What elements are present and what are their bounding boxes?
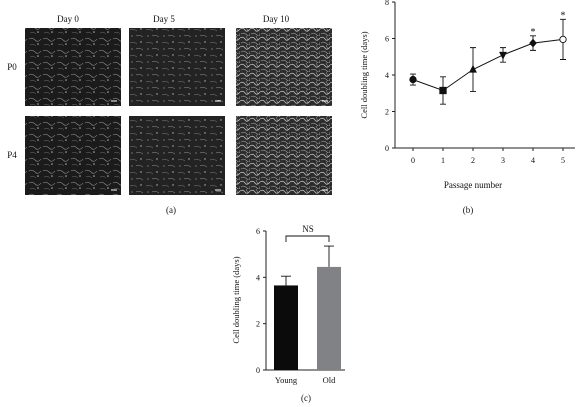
x-tick-label: 3 <box>501 156 505 165</box>
micrograph-p0-day0 <box>25 28 121 106</box>
significance-marker: * <box>561 10 566 21</box>
error-bar <box>281 275 291 286</box>
y-axis-title: Cell doubling time (days) <box>231 256 241 343</box>
category-label: Young <box>275 375 298 385</box>
y-tick-label: 4 <box>385 71 389 80</box>
data-point <box>469 64 477 73</box>
x-tick-label: 5 <box>561 156 565 165</box>
data-point <box>499 51 507 60</box>
panel-c-caption: (c) <box>301 393 311 403</box>
significance-label: NS <box>302 224 314 234</box>
micrograph-p4-day0 <box>25 116 121 195</box>
x-tick-label: 4 <box>531 156 535 165</box>
panel-a-micrographs: Day 0 Day 5 Day 10 P0 P4 (a) <box>7 14 332 215</box>
y-tick-label: 2 <box>385 108 389 117</box>
panel-b-line-chart: 0 2 4 6 8 0 1 2 3 4 5 * * Cell doubling time (days… <box>359 0 575 215</box>
significance-marker: * <box>531 27 536 38</box>
data-point <box>529 38 537 48</box>
column-label-day-10: Day 10 <box>263 14 290 24</box>
y-tick-label: 8 <box>385 0 389 7</box>
column-label-day-5: Day 5 <box>153 14 175 24</box>
micrograph-p0-day10 <box>236 28 332 106</box>
micrograph-p4-day10 <box>236 116 332 195</box>
y-tick-label: 0 <box>385 144 389 153</box>
significance-bracket <box>285 235 330 242</box>
column-label-day-0: Day 0 <box>57 14 79 24</box>
error-bar <box>324 245 334 267</box>
row-label-p4: P4 <box>7 150 17 160</box>
panel-b-caption: (b) <box>463 205 474 215</box>
x-tick-label: 2 <box>471 156 475 165</box>
category-label: Old <box>323 375 337 385</box>
series-line <box>412 38 564 92</box>
panel-c-bar-chart: 0 2 4 6 Young Old NS Cell doubling time (day… <box>231 224 345 403</box>
bar-young <box>274 285 298 370</box>
y-tick-label: 6 <box>256 227 260 236</box>
micrograph-p4-day5 <box>129 116 225 195</box>
y-tick-label: 6 <box>385 35 389 44</box>
data-point <box>559 35 567 44</box>
bar-old <box>317 266 341 370</box>
y-tick-label: 0 <box>256 366 260 375</box>
data-point <box>439 86 447 95</box>
panel-a-caption: (a) <box>166 205 176 215</box>
y-axis-title: Cell doubling time (days) <box>359 31 369 118</box>
y-tick-label: 4 <box>256 273 260 282</box>
y-tick-label: 2 <box>256 320 260 329</box>
x-tick-label: 0 <box>411 156 415 165</box>
data-point <box>409 75 417 84</box>
x-axis-title: Passage number <box>444 180 502 190</box>
micrograph-p0-day5 <box>129 28 225 106</box>
row-label-p0: P0 <box>7 62 17 72</box>
x-tick-label: 1 <box>441 156 445 165</box>
